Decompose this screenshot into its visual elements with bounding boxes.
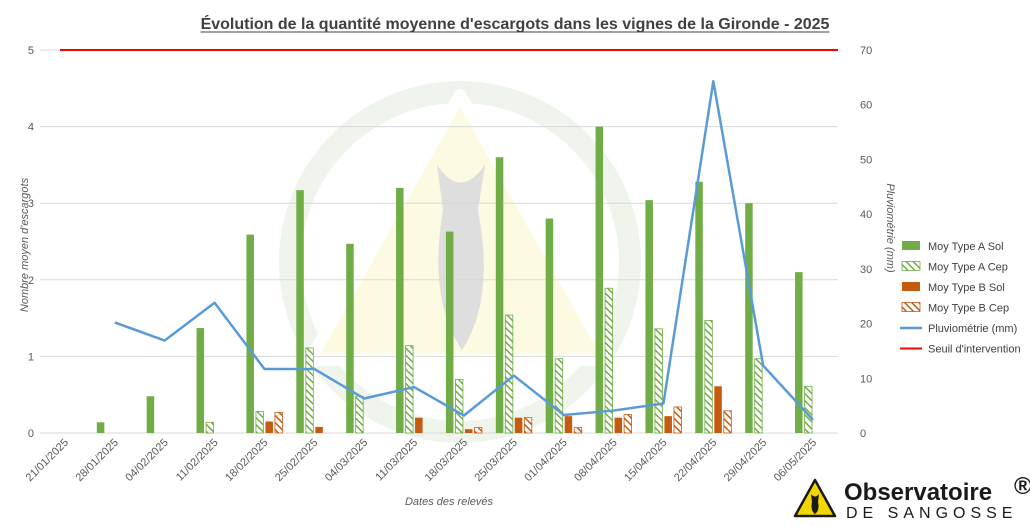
x-tick-label: 04/02/2025 (123, 437, 170, 484)
bar-moy type b sol (464, 429, 473, 433)
x-tick-label: 11/03/2025 (373, 437, 420, 484)
bar-moy type b sol (564, 416, 573, 433)
bar-moy type a sol (495, 157, 504, 434)
x-tick-label: 18/02/2025 (223, 437, 270, 484)
bar-moy type a sol (745, 203, 753, 433)
legend-label: Pluviométrie (mm) (928, 323, 1017, 335)
bar-moy type a sol (645, 200, 653, 433)
bar-moy type a cep (504, 314, 514, 434)
x-tick-label: 08/04/2025 (572, 437, 619, 484)
y-tick-label: 1 (28, 351, 34, 363)
bar-moy type b sol (664, 416, 672, 433)
bar-moy type a sol (795, 272, 803, 433)
x-tick-label: 06/05/2025 (772, 437, 819, 484)
observatoire-logo: Observatoire ® DE SANGOSSE (793, 473, 1030, 522)
y-tick-label: 3 (28, 198, 34, 210)
bar-series (96, 126, 813, 434)
bar-moy type a cep (754, 358, 763, 434)
bar-moy type b sol (265, 421, 273, 433)
legend-label: Moy Type B Cep (928, 303, 1009, 315)
bar-moy type a sol (96, 422, 105, 433)
legend-label: Seuil d'intervention (928, 344, 1021, 356)
bar-moy type b cep (573, 427, 583, 434)
y-tick-label: 4 (28, 122, 34, 134)
chart-title: Évolution de la quantité moyenne d'escar… (201, 14, 830, 33)
y2-tick-label: 50 (860, 154, 872, 166)
bar-moy type a cep (604, 287, 613, 434)
x-tick-label: 04/03/2025 (323, 437, 370, 484)
x-tick-label: 29/04/2025 (722, 437, 769, 484)
x-tick-label: 15/04/2025 (622, 437, 669, 484)
y2-tick-label: 70 (860, 45, 872, 57)
bar-moy type b sol (614, 417, 623, 433)
bar-moy type a cep (355, 395, 364, 434)
bar-moy type a cep (255, 411, 264, 434)
bar-moy type a cep (305, 347, 314, 434)
y-axis-title: Nombre moyen d'escargots (19, 177, 31, 312)
bar-moy type a sol (146, 396, 155, 433)
bar-moy type a cep (205, 421, 214, 434)
line-series (60, 49, 838, 421)
bar-moy type a cep (704, 319, 713, 434)
x-tick-label: 25/03/2025 (473, 437, 520, 484)
y-tick-label: 5 (28, 45, 34, 57)
right-axis-ticks: 0 10 20 30 40 50 60 70 (860, 45, 872, 440)
logo-name: Observatoire (844, 479, 992, 506)
y2-tick-label: 10 (860, 373, 872, 385)
legend-label: Moy Type A Cep (928, 262, 1008, 274)
bar-moy type b cep (723, 410, 732, 434)
y2-tick-label: 20 (860, 319, 872, 331)
legend-swatch (902, 282, 920, 291)
x-tick-label: 25/02/2025 (273, 437, 320, 484)
bar-moy type a sol (296, 190, 304, 433)
pluviometrie-line (114, 79, 814, 421)
x-axis-title: Dates des relevés (405, 496, 494, 508)
bar-moy type b sol (714, 386, 722, 433)
y2-axis-title: Pluviométrie (mm) (884, 183, 896, 273)
y-tick-label: 2 (28, 275, 34, 287)
bar-moy type b sol (415, 417, 423, 433)
bar-moy type b cep (474, 427, 483, 434)
y2-tick-label: 40 (860, 209, 872, 221)
x-tick-label: 22/04/2025 (672, 437, 719, 484)
x-tick-label: 28/01/2025 (74, 437, 121, 484)
bar-moy type a cep (554, 358, 564, 434)
bar-moy type b cep (673, 406, 682, 434)
x-tick-label: 11/02/2025 (174, 437, 221, 484)
bar-moy type a sol (246, 234, 254, 433)
legend: Moy Type A Sol Moy Type A Cep Moy Type B S… (900, 241, 1021, 356)
y-tick-label: 0 (28, 428, 34, 440)
bar-moy type a sol (695, 181, 703, 433)
bar-moy type b cep (623, 414, 632, 434)
bar-moy type a cep (804, 385, 813, 434)
bar-moy type b sol (514, 417, 523, 433)
y2-tick-label: 30 (860, 264, 872, 276)
x-tick-label: 01/04/2025 (522, 437, 569, 484)
legend-swatch (901, 261, 921, 271)
bar-moy type b sol (315, 426, 323, 433)
y2-tick-label: 60 (860, 100, 872, 112)
logo-registered: ® (1014, 473, 1030, 500)
left-axis-ticks: 0 1 2 3 4 5 (28, 45, 34, 440)
bar-moy type a sol (196, 328, 205, 433)
bar-moy type a cep (455, 378, 464, 434)
bar-moy type a sol (595, 126, 604, 433)
bar-moy type a sol (396, 187, 404, 433)
legend-label: Moy Type A Sol (928, 241, 1004, 253)
bar-moy type a sol (346, 243, 354, 433)
x-tick-label: 21/01/2025 (24, 437, 71, 484)
legend-swatch (901, 302, 921, 312)
x-axis-ticks: 21/01/2025 28/01/2025 04/02/2025 11/02/2025… (24, 437, 820, 484)
bar-moy type a sol (545, 218, 554, 433)
logo-tagline: DE SANGOSSE (846, 505, 1017, 522)
y2-tick-label: 0 (860, 428, 866, 440)
legend-label: Moy Type B Sol (928, 282, 1005, 294)
bar-moy type b cep (274, 411, 283, 434)
x-tick-label: 18/03/2025 (423, 437, 470, 484)
bar-moy type a sol (445, 231, 454, 433)
bar-moy type b cep (523, 417, 533, 434)
bar-moy type a cep (654, 328, 663, 434)
legend-swatch (902, 241, 920, 250)
